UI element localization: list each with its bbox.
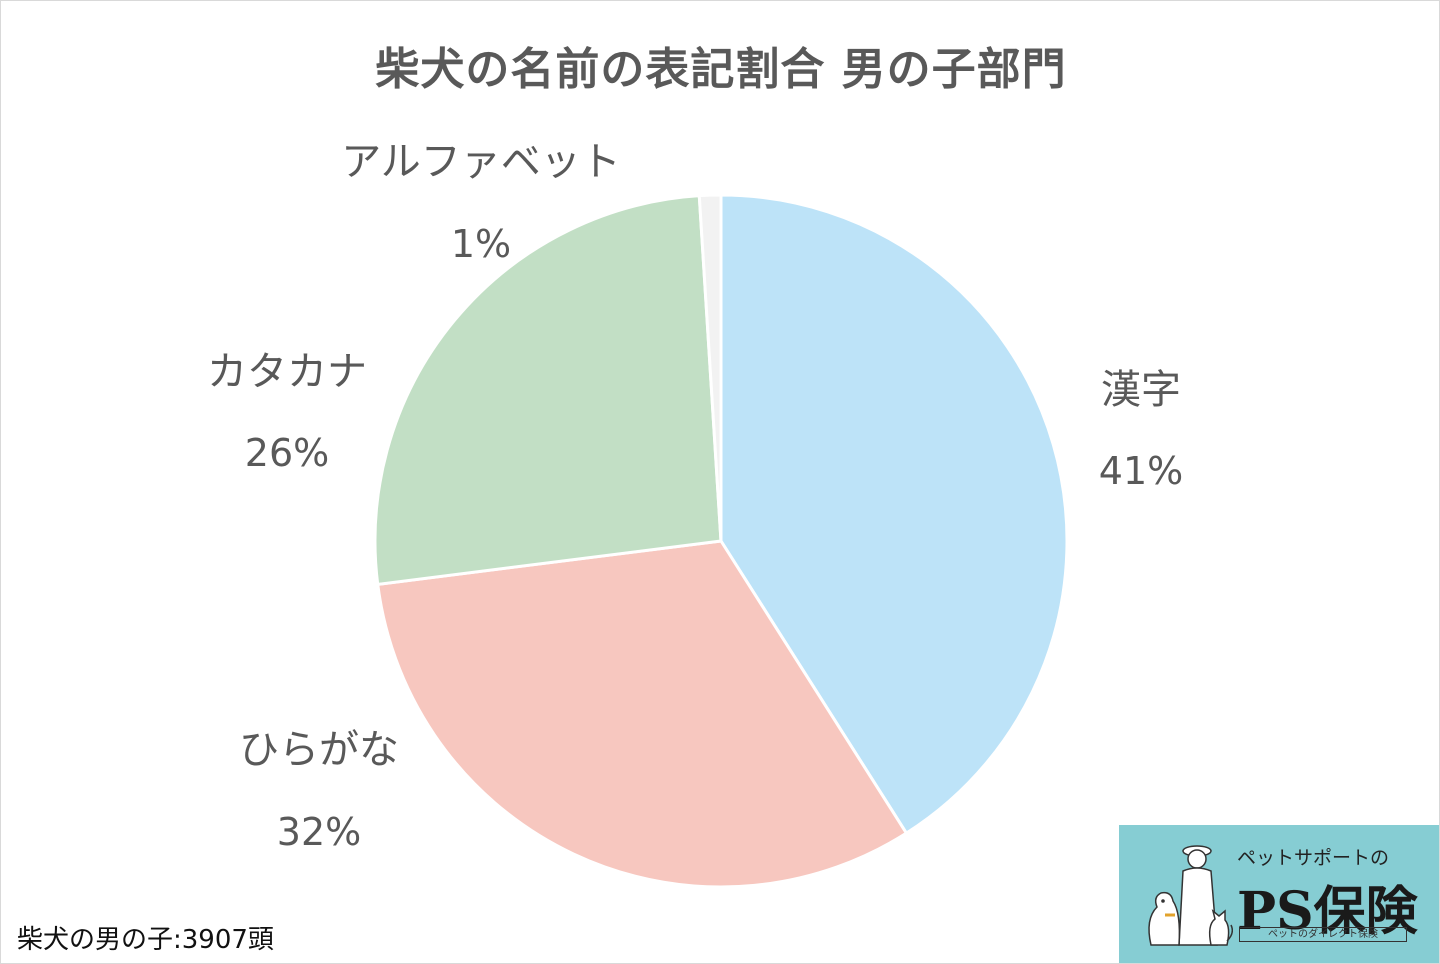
slice-label-alphabet: アルファベット xyxy=(341,139,621,185)
brand-logo: ペットサポートの PS保険 ペットのダイレクト保険 xyxy=(1119,825,1439,963)
slice-percent-hiragana: 32% xyxy=(277,810,361,854)
slice-percent-kanji: 41% xyxy=(1099,449,1183,493)
pie-slice-hiragana xyxy=(376,539,909,889)
slice-label-hiragana: ひらがな xyxy=(239,727,399,773)
brand-name: PS保険 xyxy=(1237,881,1418,942)
slice-percent-katakana: 26% xyxy=(245,431,329,475)
slice-percent-alphabet: 1% xyxy=(451,222,511,266)
brand-tagline: ペットサポートの xyxy=(1237,847,1390,869)
slice-label-katakana: カタカナ xyxy=(207,349,367,395)
slice-label-kanji: 漢字 xyxy=(1101,367,1181,413)
chart-title: 柴犬の名前の表記割合 男の子部門 xyxy=(375,44,1067,95)
pie-slice-kanji xyxy=(719,193,1069,836)
footnote: 柴犬の男の子:3907頭 xyxy=(17,925,274,955)
pie-slice-katakana xyxy=(373,194,723,587)
mascot-icon xyxy=(1148,845,1233,946)
pie-slice-alphabet xyxy=(697,193,723,542)
brand-subtitle: ペットのダイレクト保険 xyxy=(1239,927,1407,942)
